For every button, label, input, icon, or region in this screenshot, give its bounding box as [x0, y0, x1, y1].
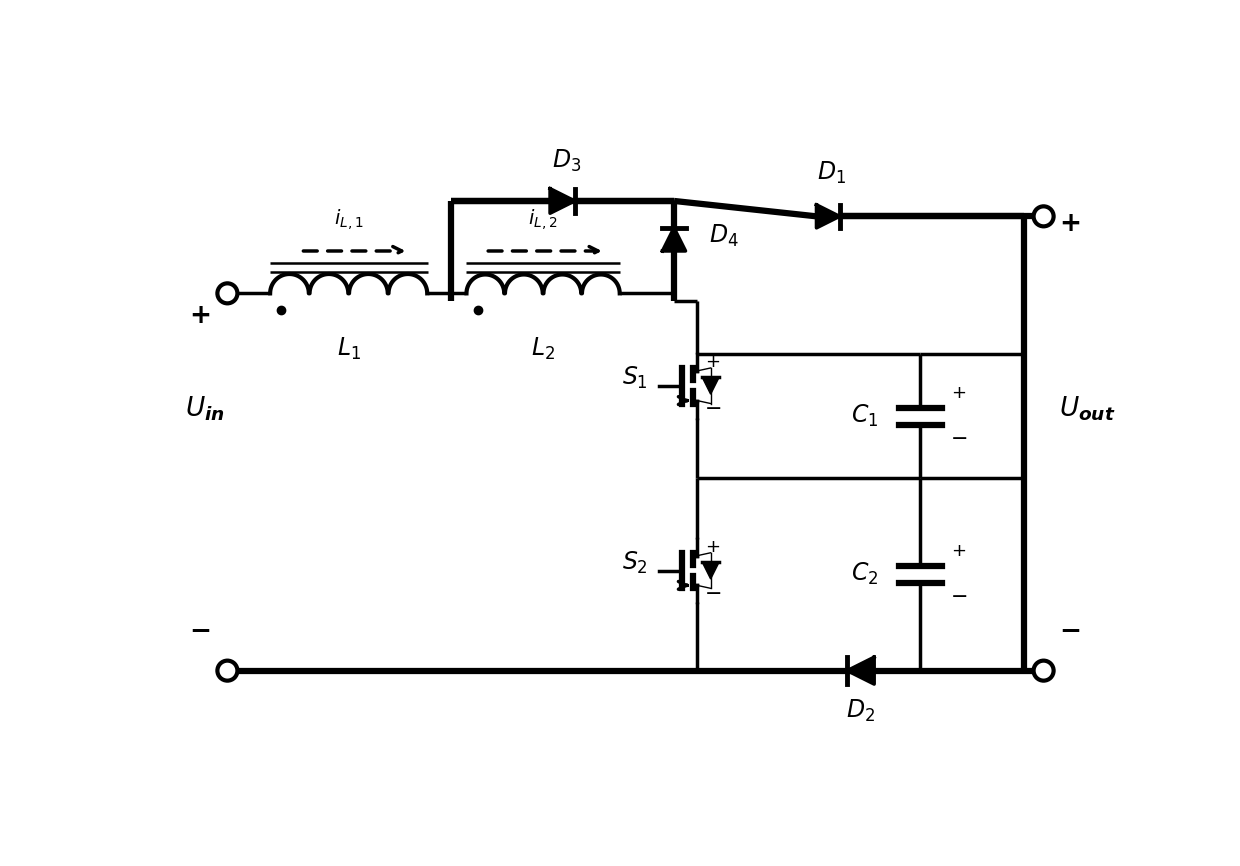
Text: +: + — [951, 542, 966, 560]
Text: +: + — [1059, 211, 1081, 237]
Text: $D_4$: $D_4$ — [708, 223, 738, 249]
Text: +: + — [704, 353, 719, 372]
Text: $L_1$: $L_1$ — [336, 336, 361, 362]
Text: $C_1$: $C_1$ — [851, 403, 878, 430]
Text: $C_2$: $C_2$ — [851, 561, 878, 587]
Text: $S_1$: $S_1$ — [621, 365, 647, 391]
Text: −: − — [951, 587, 968, 607]
Polygon shape — [662, 228, 686, 251]
Text: +: + — [190, 303, 212, 329]
Text: −: − — [1059, 619, 1081, 645]
Text: −: − — [704, 584, 722, 604]
Text: $i_{L,1}$: $i_{L,1}$ — [334, 207, 363, 232]
Text: $D_2$: $D_2$ — [846, 698, 875, 724]
Text: $U_{\mathregular{in}}$: $U_{\mathregular{in}}$ — [185, 395, 224, 423]
Polygon shape — [551, 189, 574, 213]
Text: +: + — [704, 539, 719, 556]
Text: −: − — [704, 399, 722, 419]
Polygon shape — [702, 378, 719, 394]
Text: $S_2$: $S_2$ — [621, 550, 647, 576]
Text: $U_{\mathregular{out}}$: $U_{\mathregular{out}}$ — [1059, 395, 1116, 423]
Text: $i_{L,2}$: $i_{L,2}$ — [528, 207, 558, 232]
Text: −: − — [190, 619, 212, 645]
Text: $L_2$: $L_2$ — [531, 336, 556, 362]
Text: $D_1$: $D_1$ — [817, 159, 847, 185]
Polygon shape — [702, 562, 719, 579]
Text: −: − — [951, 430, 968, 449]
Text: +: + — [951, 384, 966, 402]
Polygon shape — [816, 204, 839, 228]
Polygon shape — [847, 657, 874, 684]
Text: $D_3$: $D_3$ — [552, 148, 580, 174]
